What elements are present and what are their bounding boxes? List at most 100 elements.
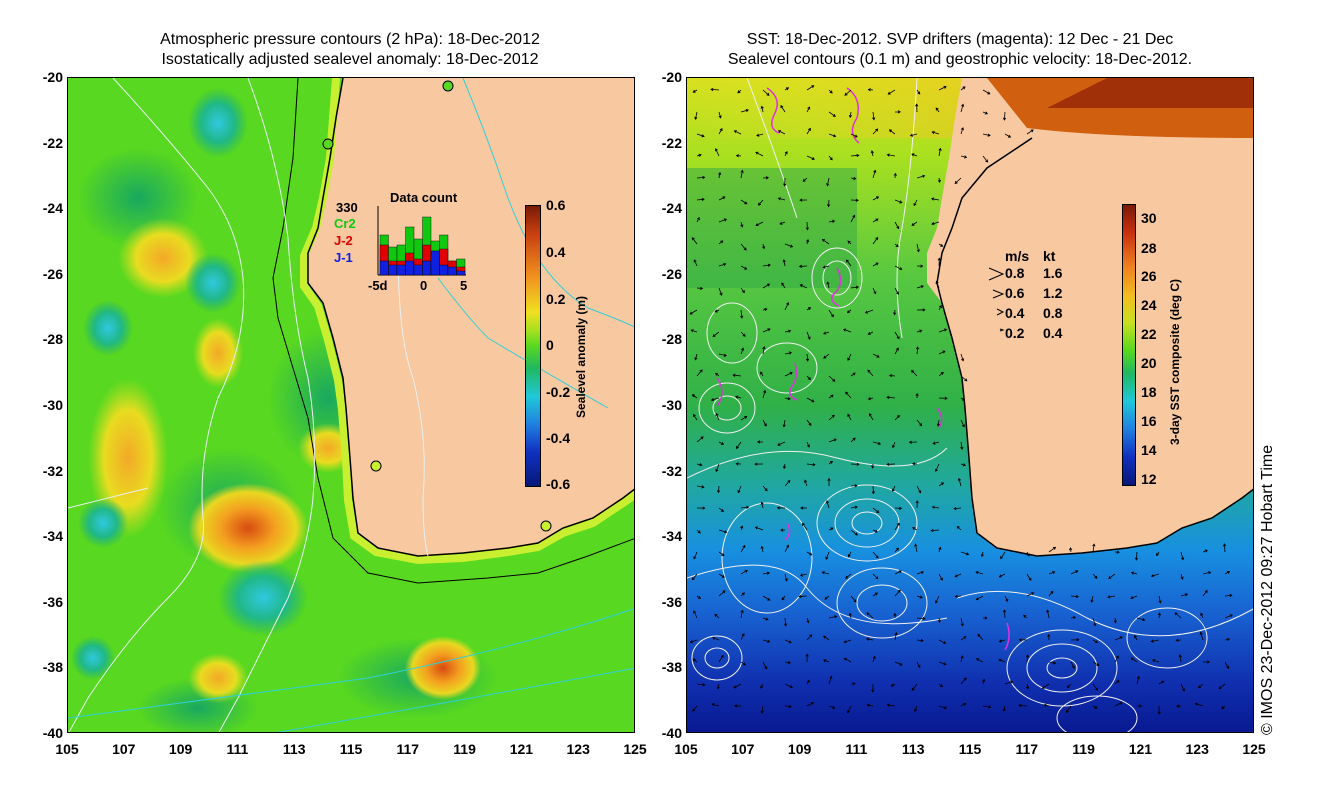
right-ytick-3: -26 <box>661 265 682 282</box>
velocity-arrow <box>847 551 852 558</box>
velocity-arrow <box>872 551 879 559</box>
velocity-arrow <box>1026 592 1035 597</box>
velocity-arrow <box>1200 612 1204 619</box>
velocity-arrow <box>1069 547 1073 553</box>
velocity-arrow <box>692 705 698 712</box>
velocity-arrow <box>691 237 698 245</box>
velocity-arrow <box>1092 543 1096 553</box>
sealevel-colorbar <box>525 205 541 487</box>
velocity-arrow <box>828 89 833 94</box>
velocity-arrow <box>740 633 745 641</box>
velocity-arrow <box>1065 705 1072 714</box>
velocity-arrow <box>886 395 896 400</box>
velocity-arrow <box>780 104 786 113</box>
velocity-arrow <box>737 485 742 494</box>
right-xtick-9: 123 <box>1185 741 1209 757</box>
velocity-arrow <box>1157 705 1161 715</box>
velocity-arrow <box>1046 609 1050 619</box>
velocity-arrow <box>842 328 852 333</box>
velocity-arrow <box>718 262 727 267</box>
velocity-arrow <box>894 347 899 355</box>
velocity-arrow <box>740 569 748 575</box>
velocity-arrow <box>806 375 811 381</box>
sst-colorbar-tick-1: 28 <box>1141 240 1157 256</box>
data-count-bar-j1 <box>379 260 389 276</box>
velocity-arrow <box>848 612 852 619</box>
velocity-arrow <box>798 594 808 599</box>
data-count-bar-j1 <box>405 260 415 276</box>
left-ytick-5: -30 <box>42 397 63 413</box>
velocity-arrow <box>846 259 852 267</box>
velocity-arrow <box>894 110 901 114</box>
velocity-arrow <box>916 89 921 95</box>
velocity-arrow <box>850 133 858 138</box>
velocity-arrow <box>1048 661 1057 665</box>
velocity-arrow <box>872 592 878 597</box>
velocity-arrow <box>823 659 830 663</box>
velocity-arrow <box>846 309 852 314</box>
velocity-arrow <box>1224 637 1231 642</box>
velocity-arrow <box>930 528 940 533</box>
velocity-legend-kt-0: 1.6 <box>1043 265 1063 281</box>
velocity-arrow <box>867 331 874 335</box>
velocity-arrow <box>938 705 948 710</box>
velocity-arrow <box>758 199 764 206</box>
velocity-arrow <box>1114 680 1120 685</box>
velocity-legend-header-kt: kt <box>1043 248 1056 264</box>
velocity-arrow <box>693 610 698 619</box>
velocity-arrow <box>740 609 744 619</box>
data-count-max: 330 <box>336 200 358 215</box>
velocity-arrow <box>760 545 764 553</box>
sst-colorbar-label: 3-day SST composite (deg C) <box>1168 278 1182 445</box>
velocity-arrow <box>872 169 877 179</box>
left-xtick-6: 117 <box>396 741 420 757</box>
data-count-chart <box>377 206 466 276</box>
velocity-arrow <box>938 328 948 333</box>
velocity-arrow <box>784 302 790 311</box>
velocity-arrow <box>916 616 926 621</box>
velocity-arrow <box>736 441 742 450</box>
velocity-arrow <box>848 111 853 119</box>
velocity-arrow <box>777 441 786 446</box>
velocity-arrow <box>935 595 940 604</box>
velocity-arrow <box>824 595 830 600</box>
left-ytick-10: -40 <box>42 725 63 741</box>
velocity-arrow <box>740 243 747 251</box>
velocity-arrow <box>784 397 791 401</box>
velocity-arrow <box>733 704 742 708</box>
velocity-arrow <box>806 155 815 160</box>
velocity-legend-ms-1: 0.6 <box>1005 285 1025 301</box>
velocity-arrow <box>784 479 791 487</box>
sst-colorbar-tick-2: 26 <box>1141 268 1157 284</box>
velocity-arrow <box>799 284 808 289</box>
velocity-arrow <box>891 485 896 492</box>
velocity-arrow <box>850 682 856 686</box>
velocity-arrow <box>868 413 874 421</box>
velocity-arrow <box>828 527 834 531</box>
velocity-arrow <box>1092 639 1099 644</box>
velocity-arrow <box>960 155 968 159</box>
velocity-arrow <box>712 331 720 337</box>
velocity-arrow <box>1026 551 1030 557</box>
velocity-arrow <box>916 243 920 253</box>
right-xtick-7: 119 <box>1072 741 1095 757</box>
velocity-arrow <box>733 130 742 135</box>
velocity-arrow <box>998 658 1006 663</box>
velocity-arrow <box>886 703 896 707</box>
right-xtick-5: 115 <box>958 741 982 757</box>
velocity-arrow <box>828 675 833 685</box>
velocity-arrow <box>718 529 728 534</box>
velocity-arrow <box>782 463 787 470</box>
velocity-arrow <box>982 133 991 137</box>
left-title-line1: Atmospheric pressure contours (2 hPa): 1… <box>160 31 540 48</box>
velocity-arrow <box>975 658 984 663</box>
right-xtick-10: 125 <box>1242 741 1266 757</box>
velocity-arrow <box>1026 129 1034 135</box>
left-xtick-8: 121 <box>509 741 534 757</box>
velocity-arrow <box>696 506 706 510</box>
velocity-arrow <box>754 526 764 531</box>
velocity-arrow <box>762 595 771 601</box>
velocity-arrow <box>998 573 1006 578</box>
velocity-arrow <box>916 285 924 289</box>
velocity-arrow <box>850 484 858 488</box>
